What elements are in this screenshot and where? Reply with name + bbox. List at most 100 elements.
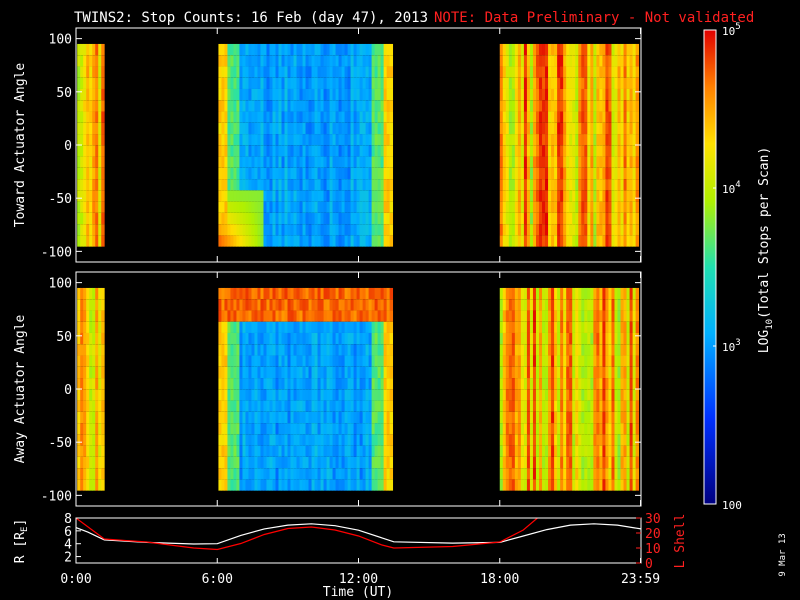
heatmap-cell bbox=[101, 355, 105, 367]
heatmap-cell bbox=[539, 134, 543, 146]
heatmap-cell bbox=[347, 445, 351, 457]
heatmap-cell bbox=[317, 111, 321, 123]
heatmap-cell bbox=[526, 145, 531, 157]
heatmap-cell bbox=[593, 456, 597, 469]
heatmap-cell bbox=[386, 456, 391, 469]
heatmap-cell bbox=[511, 389, 516, 401]
heatmap-cell bbox=[614, 355, 618, 367]
heatmap-cell bbox=[296, 333, 300, 345]
heatmap-cell bbox=[239, 333, 243, 345]
heatmap-cell bbox=[89, 77, 93, 89]
heatmap-cell bbox=[332, 167, 336, 180]
heatmap-cell bbox=[532, 355, 537, 367]
heatmap-cell bbox=[371, 134, 376, 146]
heatmap-cell bbox=[272, 89, 276, 101]
heatmap-cell bbox=[239, 167, 243, 180]
heatmap-cell bbox=[284, 66, 288, 78]
away-ylabel: Away Actuator Angle bbox=[13, 314, 28, 463]
heatmap-cell bbox=[511, 321, 516, 333]
heatmap-cell bbox=[626, 378, 630, 390]
heatmap-cell bbox=[332, 100, 336, 112]
heatmap-cell bbox=[317, 156, 321, 168]
heatmap-cell bbox=[353, 89, 357, 101]
heatmap-cell bbox=[514, 468, 519, 480]
heatmap-cell bbox=[502, 179, 507, 191]
heatmap-cell bbox=[569, 355, 573, 367]
heatmap-cell bbox=[287, 333, 291, 345]
heatmap-cell bbox=[617, 111, 621, 123]
heatmap-cell bbox=[296, 89, 300, 101]
heatmap-cell bbox=[548, 445, 552, 457]
heatmap-cell bbox=[557, 201, 561, 213]
heatmap-cell bbox=[92, 445, 96, 457]
heatmap-cell bbox=[599, 190, 603, 202]
heatmap-cell bbox=[356, 145, 360, 157]
heatmap-cell bbox=[314, 411, 318, 424]
heatmap-cell bbox=[529, 411, 534, 424]
heatmap-cell bbox=[290, 122, 294, 135]
heatmap-cell bbox=[323, 145, 327, 157]
heatmap-cell bbox=[587, 400, 591, 412]
heatmap-cell bbox=[296, 468, 300, 480]
heatmap-cell bbox=[323, 122, 327, 135]
heatmap-cell bbox=[548, 111, 552, 123]
heatmap-cell bbox=[263, 344, 267, 356]
heatmap-cell bbox=[95, 333, 99, 345]
heatmap-cell bbox=[350, 445, 354, 457]
heatmap-cell bbox=[632, 355, 637, 367]
heatmap-cell bbox=[239, 423, 243, 435]
heatmap-cell bbox=[620, 423, 624, 435]
heatmap-cell bbox=[281, 66, 285, 78]
heatmap-cell bbox=[557, 77, 561, 89]
heatmap-cell bbox=[263, 287, 267, 300]
heatmap-cell bbox=[365, 479, 369, 491]
heatmap-cell bbox=[293, 445, 297, 457]
heatmap-cell bbox=[323, 134, 327, 146]
heatmap-cell bbox=[248, 145, 252, 157]
heatmap-cell bbox=[317, 43, 321, 56]
heatmap-cell bbox=[89, 310, 93, 322]
heatmap-cell bbox=[587, 378, 591, 390]
heatmap-cell bbox=[338, 145, 342, 157]
heatmap-cell bbox=[266, 145, 270, 157]
heatmap-cell bbox=[83, 310, 87, 322]
heatmap-cell bbox=[374, 287, 379, 300]
heatmap-cell bbox=[569, 366, 573, 379]
heatmap-cell bbox=[632, 89, 637, 101]
heatmap-cell bbox=[590, 77, 594, 89]
heatmap-cell bbox=[535, 55, 540, 67]
heatmap-cell bbox=[557, 167, 561, 180]
heatmap-cell bbox=[629, 355, 634, 367]
heatmap-cell bbox=[623, 321, 627, 333]
heatmap-cell bbox=[350, 122, 354, 135]
heatmap-cell bbox=[602, 344, 606, 356]
heatmap-cell bbox=[362, 321, 366, 333]
heatmap-cell bbox=[575, 201, 579, 213]
heatmap-cell bbox=[233, 55, 237, 67]
heatmap-cell bbox=[248, 423, 252, 435]
heatmap-cell bbox=[335, 355, 339, 367]
heatmap-cell bbox=[632, 190, 637, 202]
heatmap-cell bbox=[623, 287, 627, 300]
heatmap-cell bbox=[308, 355, 312, 367]
heatmap-cell bbox=[380, 77, 385, 89]
heatmap-cell bbox=[587, 479, 591, 491]
heatmap-cell bbox=[593, 355, 597, 367]
heatmap-cell bbox=[239, 355, 243, 367]
heatmap-cell bbox=[575, 287, 579, 300]
heatmap-cell bbox=[572, 89, 576, 101]
heatmap-cell bbox=[578, 434, 582, 446]
heatmap-cell bbox=[308, 479, 312, 491]
heatmap-cell bbox=[614, 66, 618, 78]
heatmap-cell bbox=[353, 224, 357, 236]
heatmap-cell bbox=[377, 434, 382, 446]
heatmap-cell bbox=[329, 100, 333, 112]
heatmap-cell bbox=[371, 201, 376, 213]
heatmap-cell bbox=[278, 190, 282, 202]
heatmap-cell bbox=[599, 156, 603, 168]
heatmap-cell bbox=[284, 111, 288, 123]
heatmap-cell bbox=[508, 366, 513, 379]
heatmap-cell bbox=[569, 456, 573, 469]
heatmap-cell bbox=[101, 212, 105, 225]
heatmap-cell bbox=[602, 389, 606, 401]
